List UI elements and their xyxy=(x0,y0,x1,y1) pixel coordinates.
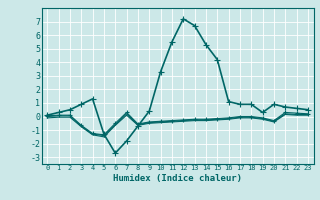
X-axis label: Humidex (Indice chaleur): Humidex (Indice chaleur) xyxy=(113,174,242,183)
